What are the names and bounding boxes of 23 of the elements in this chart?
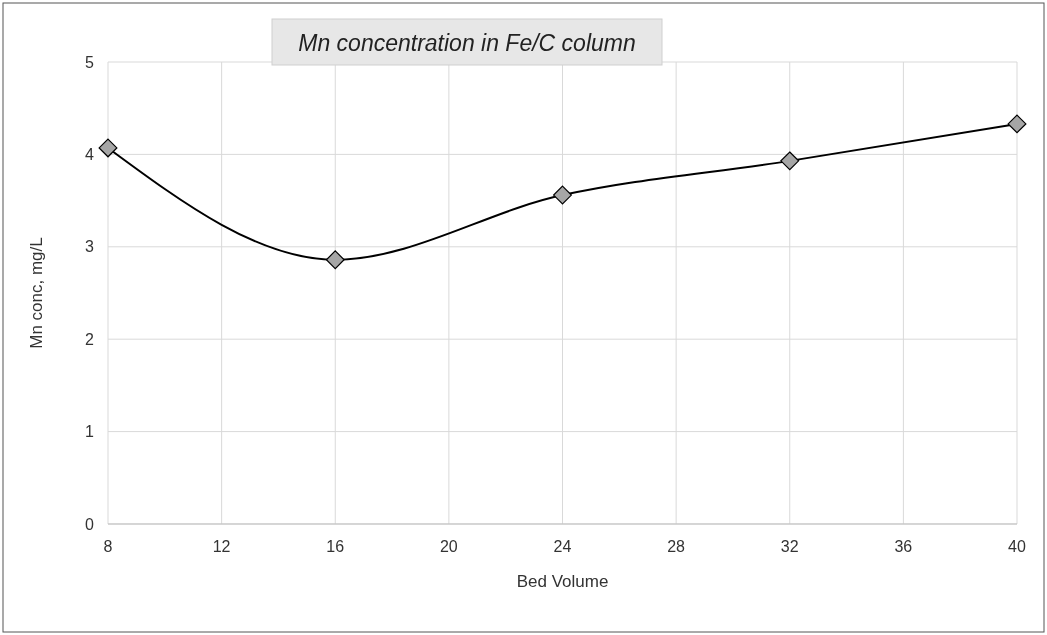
point [98, 138, 118, 158]
x-tick-label: 8 [103, 538, 113, 555]
x-tick-label: 40 [1008, 538, 1026, 555]
x-tick-label: 20 [439, 538, 458, 555]
x-tick-label: 16 [326, 538, 345, 555]
point [553, 185, 572, 205]
y-axis-title: Mn conc, mg/L [27, 237, 46, 349]
x-tick-label: 24 [553, 538, 572, 555]
x-tick-label: 12 [212, 538, 231, 555]
y-tick-label: 0 [85, 515, 95, 533]
chart-title: Mn concentration in Fe/C column [298, 30, 636, 56]
point [780, 151, 800, 171]
y-tick-label: 4 [85, 146, 95, 163]
x-tick-label: 36 [894, 538, 913, 555]
y-tick-label: 3 [85, 238, 95, 256]
x-tick-label: 28 [667, 538, 686, 555]
x-axis-title: Bed Volume [516, 572, 609, 591]
y-tick-label: 1 [85, 423, 95, 441]
x-tick-label: 32 [780, 538, 799, 555]
y-tick-label: 2 [85, 330, 95, 348]
point [1007, 114, 1027, 134]
point [325, 250, 345, 270]
y-tick-label: 5 [85, 53, 95, 71]
